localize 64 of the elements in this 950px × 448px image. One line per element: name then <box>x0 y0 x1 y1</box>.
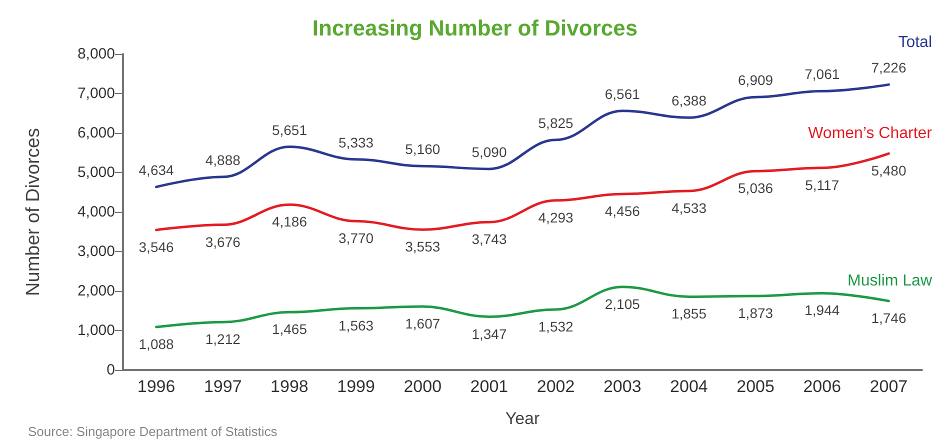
y-tick-label: 5,000 <box>77 164 115 181</box>
y-tick-label: 2,000 <box>77 282 115 300</box>
data-label: 5,090 <box>472 144 507 160</box>
data-label: 3,743 <box>472 231 507 248</box>
y-tick-label: 3,000 <box>77 243 115 260</box>
data-label: 1,532 <box>538 318 574 334</box>
y-tick-label: 7,000 <box>77 85 115 102</box>
x-axis-title: Year <box>505 409 540 428</box>
data-label: 4,293 <box>538 209 574 226</box>
data-label: 4,888 <box>205 152 241 168</box>
text: Total <box>898 34 932 52</box>
x-tick-label: 2000 <box>404 377 442 396</box>
x-tick-label: 2006 <box>803 377 842 396</box>
y-tick-label: 1,000 <box>77 322 115 339</box>
data-label: 1,563 <box>338 317 374 334</box>
data-label: 6,561 <box>604 86 640 102</box>
series-label: Muslim Law <box>848 272 932 290</box>
x-tick-label: 1999 <box>337 377 375 396</box>
data-label: 1,944 <box>804 302 840 318</box>
series-label: Women’s Charter <box>808 125 933 142</box>
data-label: 4,634 <box>138 162 174 178</box>
data-label: 2,105 <box>604 296 640 312</box>
x-tick-label: 1997 <box>204 377 242 396</box>
source-note: Source: Singapore Department of Statistics <box>28 424 278 439</box>
data-label: 1,212 <box>205 331 241 348</box>
x-tick-label: 2001 <box>470 377 508 396</box>
data-label: 4,186 <box>272 214 308 230</box>
data-label: 1,347 <box>472 326 507 342</box>
data-label: 1,873 <box>738 305 774 322</box>
data-label: 3,553 <box>405 238 440 255</box>
data-label: 1,088 <box>138 336 174 352</box>
y-tick-label: 8,000 <box>77 46 115 62</box>
x-tick-label: 1998 <box>270 377 308 396</box>
data-label: 3,546 <box>138 238 174 255</box>
data-label: 5,333 <box>338 134 374 150</box>
data-label: 7,226 <box>871 60 906 76</box>
x-tick-label: 2004 <box>670 377 708 396</box>
data-label: 6,388 <box>671 92 707 109</box>
chart-title: Increasing Number of Divorces <box>312 16 638 40</box>
data-label: 5,117 <box>805 176 840 193</box>
data-label: 7,061 <box>804 66 840 82</box>
data-label: 4,533 <box>671 200 707 216</box>
data-label: 5,036 <box>738 180 774 196</box>
y-axis-title: Number of Divorces <box>23 128 44 296</box>
data-label: 1,465 <box>272 321 308 338</box>
y-tick-label: 0 <box>106 362 115 378</box>
data-label: 1,855 <box>671 306 707 322</box>
x-tick-label: 2003 <box>603 377 642 396</box>
data-label: 5,160 <box>405 141 440 158</box>
data-label: 5,480 <box>871 162 906 179</box>
data-label: 3,676 <box>205 234 241 250</box>
data-label: 4,456 <box>604 202 640 219</box>
data-label: 1,607 <box>405 316 440 332</box>
data-label: 5,651 <box>272 122 308 138</box>
x-tick-label: 1996 <box>137 377 176 396</box>
y-tick-label: 6,000 <box>77 124 115 142</box>
data-label: 1,746 <box>871 310 906 326</box>
data-label: 5,825 <box>538 114 574 131</box>
data-label: 3,770 <box>338 230 374 246</box>
x-tick-label: 2002 <box>536 377 575 396</box>
y-tick-label: 4,000 <box>77 204 115 220</box>
x-tick-label: 2005 <box>736 377 774 396</box>
x-tick-label: 2007 <box>870 377 908 396</box>
data-label: 6,909 <box>738 72 774 88</box>
